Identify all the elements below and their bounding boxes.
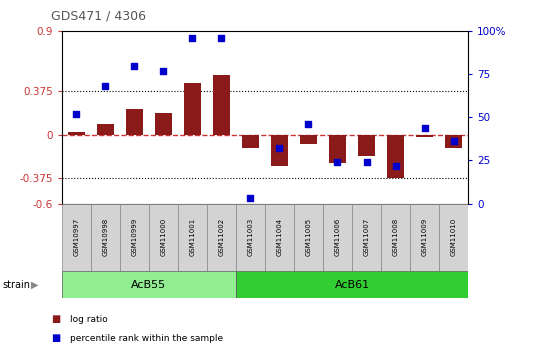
Bar bbox=[236, 271, 468, 298]
Text: GSM11001: GSM11001 bbox=[189, 218, 195, 256]
Text: GSM11005: GSM11005 bbox=[306, 218, 312, 256]
Text: ▶: ▶ bbox=[31, 280, 39, 289]
Bar bbox=[416, 135, 433, 137]
Bar bbox=[68, 132, 85, 135]
Bar bbox=[155, 113, 172, 135]
Text: GSM11009: GSM11009 bbox=[422, 218, 428, 256]
Bar bbox=[445, 135, 462, 148]
Text: GSM10997: GSM10997 bbox=[73, 218, 80, 256]
Text: GSM10998: GSM10998 bbox=[102, 218, 108, 256]
Bar bbox=[213, 75, 230, 135]
Text: AcB61: AcB61 bbox=[335, 280, 370, 289]
Bar bbox=[387, 135, 404, 178]
Text: strain: strain bbox=[3, 280, 31, 289]
Bar bbox=[236, 204, 265, 271]
Text: GSM11003: GSM11003 bbox=[247, 218, 253, 256]
Text: GSM11007: GSM11007 bbox=[364, 218, 370, 256]
Text: GSM11000: GSM11000 bbox=[160, 218, 166, 256]
Bar bbox=[265, 204, 294, 271]
Bar bbox=[323, 204, 352, 271]
Point bbox=[420, 125, 429, 130]
Point bbox=[72, 111, 81, 117]
Text: AcB55: AcB55 bbox=[131, 280, 166, 289]
Point bbox=[101, 83, 110, 89]
Bar bbox=[178, 204, 207, 271]
Point bbox=[188, 35, 197, 41]
Text: GDS471 / 4306: GDS471 / 4306 bbox=[51, 9, 146, 22]
Bar bbox=[358, 135, 375, 156]
Text: percentile rank within the sample: percentile rank within the sample bbox=[70, 334, 223, 343]
Bar bbox=[97, 124, 114, 135]
Point bbox=[130, 63, 139, 68]
Text: GSM11008: GSM11008 bbox=[393, 218, 399, 256]
Bar bbox=[329, 135, 346, 163]
Bar bbox=[410, 204, 439, 271]
Bar bbox=[381, 204, 410, 271]
Point bbox=[391, 163, 400, 168]
Bar bbox=[242, 135, 259, 148]
Point bbox=[246, 196, 255, 201]
Bar bbox=[120, 204, 149, 271]
Bar bbox=[207, 204, 236, 271]
Bar bbox=[62, 271, 236, 298]
Bar bbox=[149, 204, 178, 271]
Bar bbox=[352, 204, 381, 271]
Point bbox=[217, 35, 226, 41]
Text: GSM11010: GSM11010 bbox=[450, 218, 457, 256]
Bar bbox=[126, 109, 143, 135]
Point bbox=[304, 121, 313, 127]
Bar bbox=[183, 83, 201, 135]
Text: ■: ■ bbox=[51, 314, 60, 324]
Bar bbox=[271, 135, 288, 166]
Point bbox=[275, 146, 284, 151]
Bar bbox=[300, 135, 317, 144]
Text: GSM11002: GSM11002 bbox=[218, 218, 224, 256]
Bar bbox=[439, 204, 468, 271]
Point bbox=[362, 159, 371, 165]
Text: log ratio: log ratio bbox=[70, 315, 108, 324]
Point bbox=[333, 159, 342, 165]
Text: GSM11004: GSM11004 bbox=[277, 218, 282, 256]
Point bbox=[159, 68, 168, 73]
Bar bbox=[62, 204, 91, 271]
Text: ■: ■ bbox=[51, 333, 60, 343]
Point bbox=[449, 139, 458, 144]
Bar bbox=[294, 204, 323, 271]
Text: GSM10999: GSM10999 bbox=[131, 218, 137, 256]
Bar bbox=[91, 204, 120, 271]
Text: GSM11006: GSM11006 bbox=[335, 218, 341, 256]
